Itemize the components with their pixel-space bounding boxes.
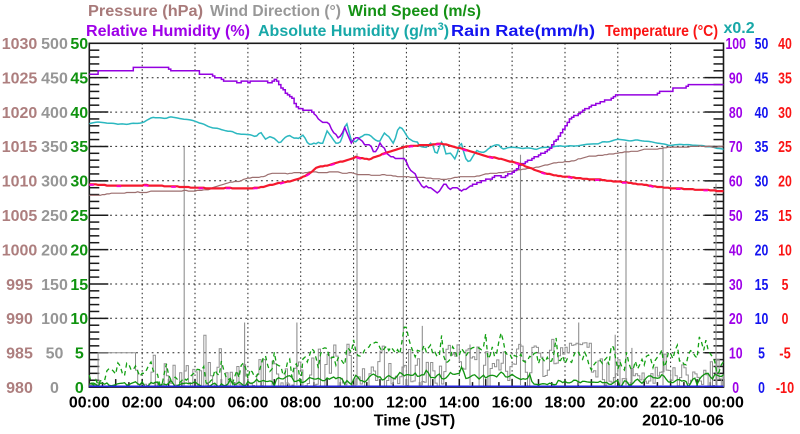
svg-text:5: 5 — [758, 346, 765, 363]
svg-text:100: 100 — [725, 36, 746, 53]
svg-text:400: 400 — [41, 105, 68, 122]
svg-text:1020: 1020 — [2, 105, 38, 122]
svg-text:15: 15 — [755, 277, 769, 294]
svg-text:30: 30 — [729, 277, 743, 294]
svg-text:-5: -5 — [779, 346, 790, 363]
svg-text:35: 35 — [755, 139, 769, 156]
svg-text:70: 70 — [729, 139, 743, 156]
svg-text:995: 995 — [6, 277, 33, 294]
svg-text:1005: 1005 — [2, 208, 38, 225]
svg-text:Pressure (hPa): Pressure (hPa) — [88, 3, 203, 20]
svg-text:40: 40 — [755, 105, 769, 122]
svg-text:985: 985 — [6, 346, 33, 363]
svg-text:x0.2: x0.2 — [724, 20, 755, 37]
svg-text:22:00: 22:00 — [650, 395, 691, 412]
svg-text:40: 40 — [778, 36, 792, 53]
svg-text:10: 10 — [755, 311, 769, 328]
svg-text:20: 20 — [729, 311, 743, 328]
svg-text:45: 45 — [70, 71, 88, 88]
svg-text:04:00: 04:00 — [175, 395, 216, 412]
svg-text:1025: 1025 — [2, 71, 38, 88]
svg-text:12:00: 12:00 — [386, 395, 427, 412]
svg-text:30: 30 — [778, 105, 792, 122]
svg-text:500: 500 — [41, 36, 68, 53]
svg-text:90: 90 — [729, 71, 743, 88]
svg-text:Absolute Humidity (g/m3): Absolute Humidity (g/m3) — [258, 21, 449, 40]
svg-text:450: 450 — [41, 71, 68, 88]
svg-text:10:00: 10:00 — [333, 395, 374, 412]
svg-text:50: 50 — [729, 208, 743, 225]
svg-text:50: 50 — [70, 36, 88, 53]
svg-text:60: 60 — [729, 174, 743, 191]
svg-text:25: 25 — [778, 139, 792, 156]
svg-text:0: 0 — [732, 380, 739, 397]
svg-text:02:00: 02:00 — [122, 395, 163, 412]
svg-text:18:00: 18:00 — [545, 395, 586, 412]
svg-text:35: 35 — [70, 139, 88, 156]
svg-text:0: 0 — [782, 311, 789, 328]
svg-text:00:00: 00:00 — [69, 395, 110, 412]
svg-text:150: 150 — [41, 277, 68, 294]
svg-text:20: 20 — [70, 242, 88, 259]
svg-text:250: 250 — [41, 208, 68, 225]
svg-text:20:00: 20:00 — [597, 395, 638, 412]
svg-text:14:00: 14:00 — [439, 395, 480, 412]
svg-text:1030: 1030 — [2, 36, 38, 53]
svg-text:5: 5 — [782, 277, 789, 294]
svg-text:990: 990 — [6, 311, 33, 328]
svg-text:80: 80 — [729, 105, 743, 122]
svg-text:06:00: 06:00 — [227, 395, 268, 412]
svg-text:25: 25 — [70, 208, 88, 225]
svg-text:0: 0 — [758, 380, 765, 397]
svg-text:08:00: 08:00 — [280, 395, 321, 412]
svg-text:Temperature (°C): Temperature (°C) — [605, 23, 718, 40]
svg-text:1015: 1015 — [2, 139, 38, 156]
svg-text:-10: -10 — [776, 380, 794, 397]
svg-text:5: 5 — [75, 346, 84, 363]
svg-text:Rain Rate(mm/h): Rain Rate(mm/h) — [451, 23, 595, 40]
svg-text:50: 50 — [46, 346, 64, 363]
svg-text:16:00: 16:00 — [492, 395, 533, 412]
svg-text:0: 0 — [50, 380, 59, 397]
svg-text:Relative Humidity (%): Relative Humidity (%) — [86, 23, 250, 40]
svg-text:Time (JST): Time (JST) — [374, 413, 456, 430]
svg-text:20: 20 — [755, 242, 769, 259]
svg-text:00:00: 00:00 — [703, 395, 744, 412]
svg-text:15: 15 — [70, 277, 88, 294]
svg-text:300: 300 — [41, 174, 68, 191]
svg-text:1010: 1010 — [2, 174, 38, 191]
svg-text:40: 40 — [729, 242, 743, 259]
svg-text:15: 15 — [778, 208, 792, 225]
svg-text:10: 10 — [729, 346, 743, 363]
svg-text:45: 45 — [755, 71, 769, 88]
svg-text:2010-10-06: 2010-10-06 — [642, 413, 724, 430]
svg-text:100: 100 — [41, 311, 68, 328]
svg-text:20: 20 — [778, 174, 792, 191]
svg-text:1000: 1000 — [2, 242, 38, 259]
svg-text:30: 30 — [755, 174, 769, 191]
svg-text:10: 10 — [70, 311, 88, 328]
svg-text:50: 50 — [755, 36, 769, 53]
svg-text:35: 35 — [778, 71, 792, 88]
svg-text:Wind Speed (m/s): Wind Speed (m/s) — [348, 3, 481, 20]
svg-text:Wind Direction (°): Wind Direction (°) — [210, 3, 341, 20]
svg-text:980: 980 — [6, 380, 33, 397]
svg-text:30: 30 — [70, 174, 88, 191]
svg-text:10: 10 — [778, 242, 792, 259]
svg-text:200: 200 — [41, 242, 68, 259]
svg-text:40: 40 — [70, 105, 88, 122]
svg-text:0: 0 — [75, 380, 84, 397]
svg-text:25: 25 — [755, 208, 769, 225]
svg-text:350: 350 — [41, 139, 68, 156]
